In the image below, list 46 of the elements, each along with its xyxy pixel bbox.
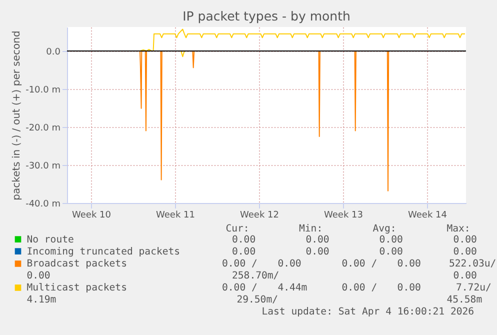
text: Avg:: [372, 223, 396, 234]
text: 0.00: [379, 234, 403, 246]
legend-label: Multicast packets: [26, 282, 127, 294]
x-tick-label: Week 10: [72, 210, 112, 220]
legend-label: Broadcast packets: [26, 258, 127, 270]
text: 0.00: [397, 282, 421, 294]
text: 4.19m: [26, 294, 56, 306]
text: 7.72u/: [456, 282, 492, 294]
text: 0.00: [26, 270, 50, 282]
text: 0.00: [453, 270, 477, 282]
line-series: [139, 28, 466, 52]
x-tick-label: Week 12: [240, 210, 279, 220]
text: 0.00: [232, 234, 256, 246]
legend-label: No route: [26, 234, 74, 246]
text: 0.00: [278, 258, 302, 270]
text: 0.00 /: [342, 258, 378, 270]
y-tick-label: -40.0 m: [26, 200, 60, 210]
text: 0.00: [306, 234, 330, 246]
text: 258.70m/: [232, 270, 280, 282]
text: 0.00: [306, 246, 330, 258]
y-tick-label: 0.0: [46, 47, 61, 58]
text: Min:: [299, 223, 323, 234]
text: 4.44m: [278, 282, 308, 294]
text: 0.00 /: [222, 258, 258, 270]
y-tick-label: -10.0 m: [26, 85, 60, 96]
text: Cur:: [226, 223, 250, 234]
chart-title: IP packet types - by month: [182, 8, 350, 24]
legend-label: Incoming truncated packets: [26, 246, 180, 258]
text: Last update: Sat Apr 4 16:00:21 2026: [262, 306, 474, 318]
y-tick-label: -20.0 m: [26, 123, 60, 134]
text: 0.00: [232, 246, 256, 258]
text: Max:: [446, 223, 470, 234]
text: 0.00: [379, 246, 403, 258]
text: 0.00 /: [222, 282, 258, 294]
x-tick-label: Week 13: [324, 210, 363, 220]
x-tick-label: Week 14: [408, 210, 448, 220]
text: 0.00: [397, 258, 421, 270]
text: 0.00 /: [342, 282, 378, 294]
text: 522.03u/: [449, 258, 496, 270]
x-tick-label: Week 11: [156, 210, 195, 220]
y-axis-title: packets in (-) / out (+) per second: [12, 30, 23, 200]
text: 0.00: [453, 246, 477, 258]
y-tick-label: -30.0 m: [26, 161, 60, 172]
text: 45.58m: [446, 294, 482, 306]
text: 0.00: [453, 234, 477, 246]
text: 29.50m/: [236, 294, 278, 306]
